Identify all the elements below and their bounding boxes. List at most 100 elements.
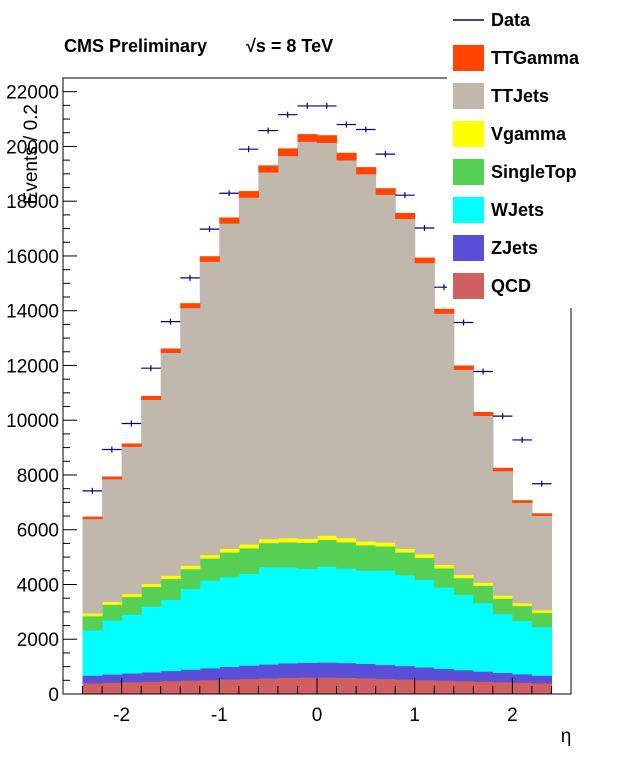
bar-ttgamma	[102, 476, 123, 480]
legend-label-singletop: SingleTop	[491, 162, 577, 182]
bar-ttgamma	[492, 467, 513, 472]
bar-zjets	[258, 664, 279, 679]
bar-ttjets	[531, 515, 553, 611]
legend-swatch-zjets	[453, 235, 484, 261]
bar-zjets	[375, 664, 396, 680]
bar-zjets	[336, 662, 357, 678]
bar-zjets	[531, 675, 553, 684]
bar-ttjets	[141, 399, 162, 584]
legend-label-vgamma: Vgamma	[491, 124, 567, 144]
bar-ttjets	[160, 352, 181, 576]
bar-zjets	[512, 674, 533, 683]
bar-vgamma	[531, 609, 553, 614]
bar-qcd	[102, 682, 123, 695]
bar-vgamma	[180, 565, 201, 570]
bar-vgamma	[395, 548, 416, 553]
bar-qcd	[297, 677, 318, 695]
bar-zjets	[356, 663, 377, 679]
bar-singletop	[199, 558, 220, 581]
y-axis-title: Events / 0.2	[21, 104, 42, 204]
bar-ttgamma	[512, 500, 533, 504]
bar-singletop	[277, 542, 299, 568]
bar-ttjets	[473, 415, 494, 583]
bar-wjets	[238, 573, 259, 666]
bar-wjets	[317, 566, 338, 663]
bar-ttgamma	[453, 365, 474, 370]
bar-qcd	[238, 678, 259, 695]
bar-singletop	[82, 615, 103, 631]
y-tick-label: 12000	[6, 356, 59, 377]
bar-ttjets	[102, 478, 123, 602]
bar-qcd	[336, 677, 357, 695]
bar-singletop	[375, 546, 396, 571]
bar-singletop	[336, 542, 357, 569]
bar-ttgamma	[180, 303, 201, 309]
bar-ttjets	[317, 142, 338, 536]
legend: Data TTGamma TTJets Vgamma SingleTop WJets ZJe…	[447, 0, 636, 308]
bar-qcd	[531, 683, 553, 695]
bar-vgamma	[219, 548, 240, 553]
bar-vgamma	[238, 544, 259, 549]
y-tick-label: 2000	[17, 630, 59, 651]
bar-wjets	[277, 567, 299, 664]
bar-wjets	[121, 614, 142, 674]
bar-wjets	[375, 570, 396, 666]
bar-ttjets	[297, 141, 318, 539]
bar-wjets	[512, 620, 533, 675]
bar-vgamma	[160, 575, 181, 580]
bar-qcd	[473, 681, 494, 695]
bar-qcd	[121, 681, 142, 695]
y-tick-label: 0	[48, 685, 59, 706]
bar-ttjets	[238, 197, 259, 545]
bar-wjets	[531, 626, 553, 676]
bar-wjets	[160, 599, 181, 672]
bar-zjets	[102, 674, 123, 683]
bar-ttjets	[512, 502, 533, 604]
bar-vgamma	[199, 554, 220, 559]
bar-ttgamma	[531, 513, 553, 516]
bar-qcd	[219, 679, 240, 695]
bar-ttgamma	[317, 135, 338, 144]
bar-wjets	[297, 568, 318, 663]
bar-singletop	[160, 578, 181, 600]
bar-zjets	[199, 667, 220, 681]
bar-wjets	[219, 576, 240, 668]
bar-qcd	[82, 683, 103, 695]
bar-wjets	[492, 613, 513, 674]
bar-zjets	[317, 662, 338, 678]
bar-ttgamma	[297, 134, 318, 142]
bar-ttgamma	[160, 348, 181, 353]
bar-wjets	[180, 588, 201, 670]
bar-ttjets	[258, 172, 279, 540]
bar-wjets	[356, 570, 377, 665]
bar-singletop	[317, 539, 338, 567]
bar-vgamma	[82, 613, 103, 617]
bar-zjets	[121, 673, 142, 683]
bar-zjets	[219, 666, 240, 680]
bar-qcd	[414, 679, 435, 695]
bar-ttgamma	[219, 217, 240, 224]
x-tick-label: -1	[211, 705, 228, 726]
bar-ttjets	[336, 160, 357, 539]
bar-ttjets	[492, 470, 513, 596]
bar-ttjets	[375, 194, 396, 543]
bar-zjets	[297, 662, 318, 678]
bar-qcd	[453, 680, 474, 695]
legend-swatch-singletop	[453, 159, 484, 185]
bar-singletop	[180, 568, 201, 589]
bar-qcd	[180, 680, 201, 695]
bar-wjets	[453, 594, 474, 671]
y-tick-label: 18000	[6, 192, 59, 213]
bar-vgamma	[141, 583, 162, 588]
bar-wjets	[414, 579, 435, 668]
bar-zjets	[395, 665, 416, 680]
bar-singletop	[102, 604, 123, 621]
bar-ttgamma	[395, 212, 416, 220]
bar-singletop	[356, 545, 377, 571]
x-axis-title: η	[561, 726, 572, 747]
bar-wjets	[434, 587, 455, 669]
legend-label-data: Data	[491, 10, 531, 30]
bar-vgamma	[336, 537, 357, 543]
bar-singletop	[258, 542, 279, 568]
bar-vgamma	[121, 593, 142, 598]
